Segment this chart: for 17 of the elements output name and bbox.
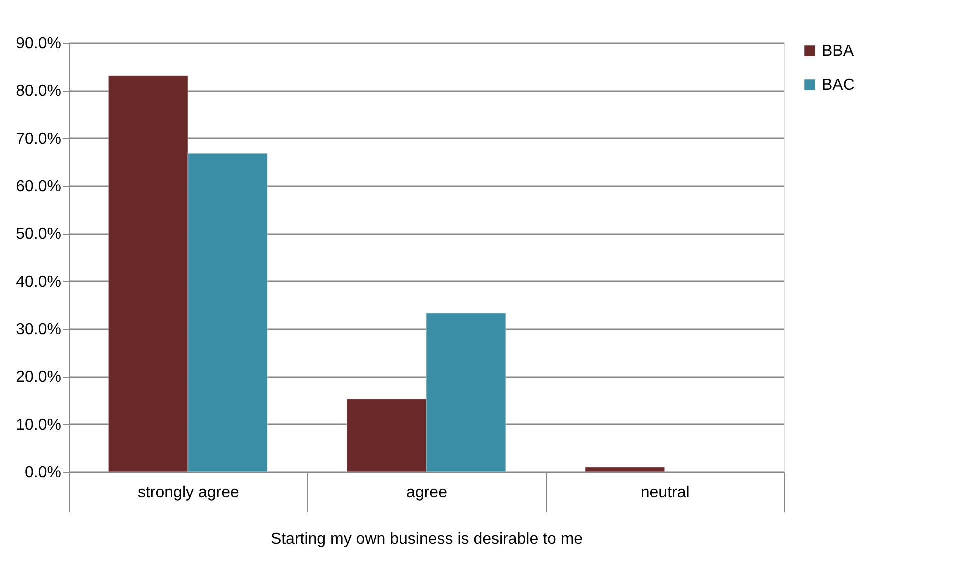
y-tick-label: 10.0% bbox=[16, 416, 62, 434]
y-tick-label: 60.0% bbox=[16, 178, 62, 196]
x-tick-label: agree bbox=[406, 484, 448, 502]
x-tick-label: neutral bbox=[640, 484, 690, 502]
x-tick-label: strongly agree bbox=[138, 484, 240, 502]
y-tick-label: 90.0% bbox=[16, 36, 62, 52]
y-tick-label: 50.0% bbox=[16, 226, 62, 244]
legend-label: BBA bbox=[822, 43, 854, 60]
bar bbox=[584, 466, 666, 472]
y-tick-label: 30.0% bbox=[16, 322, 62, 338]
y-tick-label: 20.0% bbox=[16, 369, 62, 386]
y-tick-label: 0.0% bbox=[25, 464, 62, 482]
x-axis-title: Starting my own business is desirable to me bbox=[270, 531, 584, 548]
legend-label: BAC bbox=[822, 77, 855, 94]
y-tick-label: 70.0% bbox=[16, 130, 62, 148]
y-tick-label: 40.0% bbox=[16, 274, 62, 291]
y-tick-label: 80.0% bbox=[16, 83, 62, 100]
